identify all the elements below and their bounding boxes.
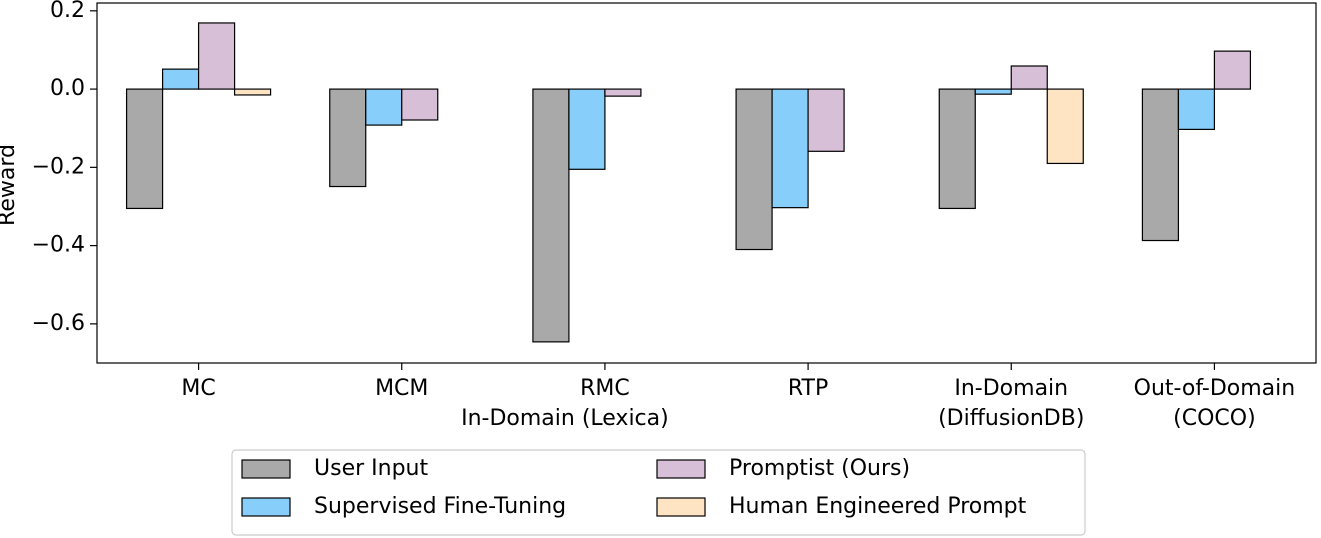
bar <box>1010 65 1048 90</box>
bar <box>1213 50 1252 90</box>
legend-swatch <box>656 497 706 517</box>
y-tick-label: 0.0 <box>50 76 85 101</box>
legend-swatch <box>656 459 706 479</box>
bar <box>532 88 570 343</box>
x-tick-label: Out-of-Domain <box>1134 376 1296 401</box>
legend-swatch <box>241 459 291 479</box>
bar <box>365 88 403 126</box>
y-tick-label: −0.2 <box>32 154 85 179</box>
bar <box>568 88 606 170</box>
bar <box>604 88 642 97</box>
plot-frame <box>96 2 1317 364</box>
bar <box>1141 88 1180 242</box>
bar <box>771 88 809 209</box>
bar <box>735 88 773 251</box>
legend-label: Human Engineered Prompt <box>729 494 1027 519</box>
y-tick-label: 0.2 <box>50 0 85 23</box>
x-tick-label: In-Domain <box>954 376 1068 401</box>
bar <box>1046 88 1084 165</box>
x-tick-label: MCM <box>375 376 428 401</box>
y-axis-label: Reward <box>0 144 20 226</box>
x-tick-label: (DiffusionDB) <box>938 406 1084 431</box>
bar <box>401 88 439 121</box>
legend-label: Promptist (Ours) <box>729 456 910 481</box>
x-tick-label: MC <box>181 376 215 401</box>
bar <box>938 88 976 210</box>
legend-swatch <box>241 497 291 517</box>
bar <box>1177 88 1216 130</box>
bar <box>329 88 367 188</box>
y-tick-label: −0.6 <box>32 311 85 336</box>
bar <box>974 88 1012 95</box>
y-tick-label: −0.4 <box>32 233 85 258</box>
legend-box <box>231 449 1086 536</box>
bar <box>807 88 845 152</box>
group-label: In-Domain (Lexica) <box>461 406 669 431</box>
bar <box>197 22 236 90</box>
bar <box>125 88 164 210</box>
bar <box>161 68 200 90</box>
x-tick-label: RMC <box>580 376 630 401</box>
x-tick-label: (COCO) <box>1173 406 1256 431</box>
x-tick-label: RTP <box>788 376 828 401</box>
legend-label: User Input <box>314 456 428 481</box>
legend-label: Supervised Fine-Tuning <box>314 494 566 519</box>
bar <box>233 88 272 96</box>
